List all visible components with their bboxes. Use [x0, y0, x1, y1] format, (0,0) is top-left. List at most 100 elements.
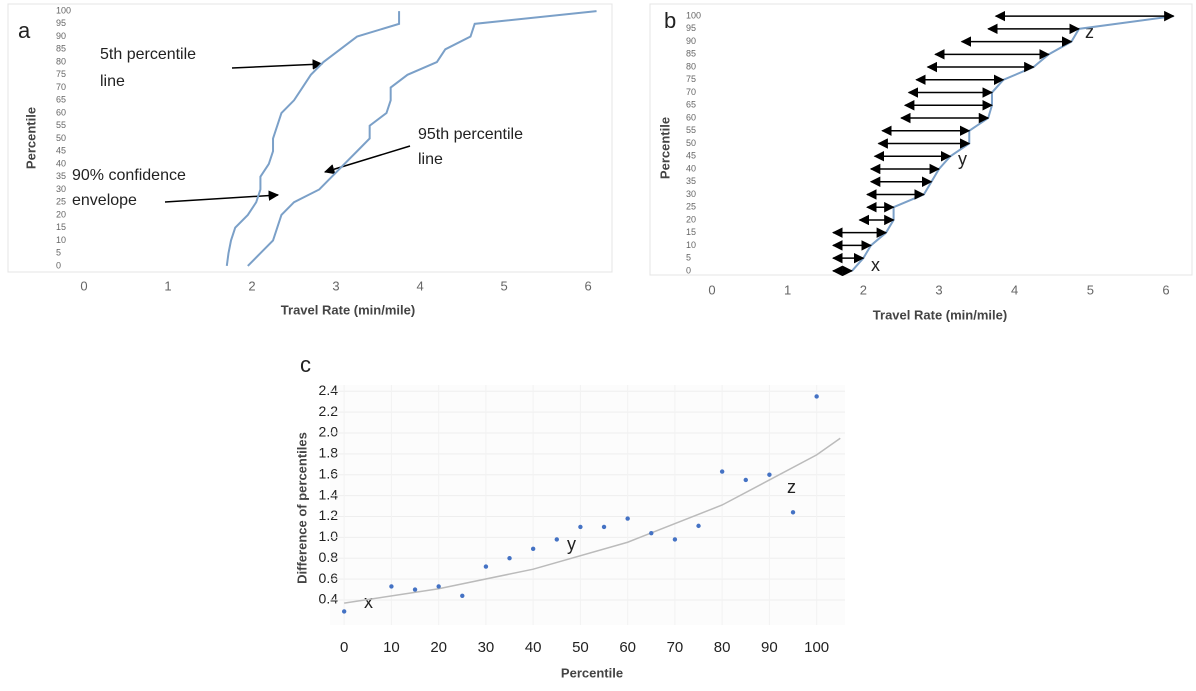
- y-tick-label: 80: [56, 56, 66, 66]
- x-tick-label: 20: [430, 639, 447, 656]
- y-tick-label: 10: [56, 235, 66, 245]
- point: [389, 584, 394, 589]
- y-tick-label: 2.0: [319, 424, 339, 440]
- y-tick-label: 70: [56, 82, 66, 92]
- panel-label: b: [664, 8, 676, 33]
- annotation: line: [418, 151, 443, 168]
- x-tick-label: 2: [860, 282, 867, 297]
- x-tick-label: 0: [80, 278, 87, 293]
- y-tick-label: 90: [56, 31, 66, 41]
- point: [507, 556, 512, 561]
- point: [649, 530, 654, 536]
- x-tick-label: 50: [572, 639, 589, 656]
- y-tick-label: 0: [56, 260, 61, 270]
- point: [578, 524, 583, 530]
- y-tick-label: 65: [56, 95, 66, 105]
- point: [436, 584, 441, 589]
- y-tick-label: 95: [686, 23, 696, 33]
- y-tick-label: 0: [686, 265, 691, 275]
- y-tick-label: 40: [686, 163, 696, 173]
- y-tick-label: 0.6: [319, 570, 339, 586]
- y-tick-label: 95: [56, 18, 66, 28]
- point: [554, 537, 559, 542]
- y-tick-label: 70: [686, 87, 696, 97]
- annotation: 95th percentile: [418, 126, 523, 143]
- annotation: 5th percentile: [100, 46, 196, 63]
- annotation: x: [364, 592, 373, 612]
- y-tick-label: 90: [686, 36, 696, 46]
- y-tick-label: 30: [686, 189, 696, 199]
- y-tick-label: 5: [56, 248, 61, 258]
- y-tick-label: 75: [686, 74, 696, 84]
- y-tick-label: 30: [56, 184, 66, 194]
- x-tick-label: 6: [585, 278, 592, 293]
- annotation: envelope: [72, 192, 137, 209]
- point: [601, 524, 607, 530]
- y-tick-label: 1.2: [319, 507, 339, 523]
- annotation: line: [100, 73, 125, 90]
- point: [743, 477, 748, 483]
- y-tick-label: 20: [56, 209, 66, 219]
- x-tick-label: 0: [708, 282, 715, 297]
- y-tick-label: 50: [686, 138, 696, 148]
- x-tick-label: 5: [1087, 282, 1094, 297]
- x-tick-label: 40: [525, 639, 542, 656]
- x-axis-title: Travel Rate (min/mile): [873, 307, 1007, 322]
- point: [790, 510, 796, 515]
- y-tick-label: 100: [56, 5, 71, 15]
- y-tick-label: 15: [686, 227, 696, 237]
- percentile-line: [225, 11, 401, 267]
- y-tick-label: 1.8: [319, 445, 339, 461]
- point: [672, 537, 678, 542]
- x-tick-label: 30: [478, 639, 495, 656]
- x-tick-label: 4: [416, 278, 423, 293]
- y-tick-label: 25: [56, 197, 66, 207]
- y-tick-label: 100: [686, 10, 701, 20]
- annotation: y: [567, 534, 576, 554]
- y-tick-label: 45: [56, 146, 66, 156]
- y-axis-title: Percentile: [657, 117, 672, 179]
- x-tick-label: 10: [383, 639, 400, 656]
- y-tick-label: 60: [56, 107, 66, 117]
- y-tick-label: 1.4: [319, 486, 339, 502]
- point: [814, 394, 819, 399]
- annotation: 90% confidence: [72, 167, 186, 184]
- y-tick-label: 25: [686, 202, 696, 212]
- point: [460, 593, 465, 598]
- point: [412, 587, 418, 592]
- x-tick-label: 0: [340, 639, 348, 656]
- x-axis-title: Percentile: [561, 665, 623, 680]
- x-tick-label: 2: [248, 278, 255, 293]
- x-tick-label: 80: [714, 639, 731, 656]
- y-tick-label: 80: [686, 61, 696, 71]
- y-tick-label: 50: [56, 133, 66, 143]
- x-axis-title: Travel Rate (min/mile): [281, 302, 415, 317]
- x-tick-label: 3: [935, 282, 942, 297]
- panel-label: c: [300, 352, 311, 377]
- panel-a-frame: [7, 3, 613, 273]
- panel-c-plot: [330, 385, 845, 625]
- x-tick-label: 90: [761, 639, 778, 656]
- y-tick-label: 35: [686, 176, 696, 186]
- percentile-line: [247, 10, 597, 267]
- y-tick-label: 2.4: [319, 382, 339, 398]
- y-tick-label: 85: [56, 44, 66, 54]
- annotation-arrow: [164, 190, 280, 203]
- y-tick-label: 15: [56, 222, 66, 232]
- annotation: x: [871, 255, 880, 275]
- annotation: z: [1085, 22, 1094, 42]
- x-tick-label: 3: [332, 278, 339, 293]
- annotation: z: [787, 477, 796, 497]
- y-axis-title: Difference of percentiles: [294, 432, 309, 584]
- x-tick-label: 5: [501, 278, 508, 293]
- y-tick-label: 1.6: [319, 465, 339, 481]
- y-tick-label: 75: [56, 69, 66, 79]
- point: [696, 523, 701, 529]
- y-tick-label: 5: [686, 253, 691, 263]
- y-tick-label: 35: [56, 171, 66, 181]
- annotation-arrow: [231, 59, 324, 70]
- y-tick-label: 20: [686, 214, 696, 224]
- point: [767, 472, 772, 477]
- y-tick-label: 0.4: [319, 591, 339, 607]
